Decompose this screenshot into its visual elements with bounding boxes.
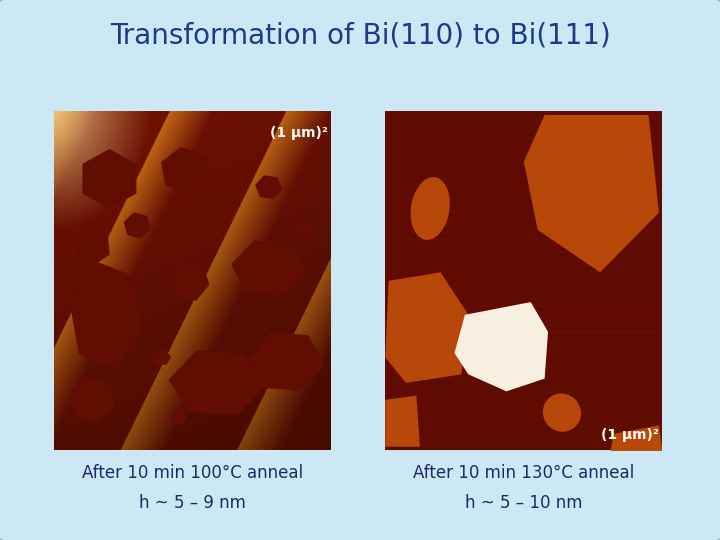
Polygon shape — [385, 272, 469, 383]
Polygon shape — [82, 149, 137, 208]
Polygon shape — [168, 350, 265, 415]
Polygon shape — [75, 228, 109, 266]
Polygon shape — [161, 147, 210, 194]
Polygon shape — [124, 212, 150, 239]
Text: (1 μm)²: (1 μm)² — [270, 126, 328, 140]
Polygon shape — [454, 302, 548, 392]
Polygon shape — [385, 396, 420, 447]
Polygon shape — [292, 220, 315, 239]
Text: After 10 min 130°C anneal: After 10 min 130°C anneal — [413, 463, 634, 482]
Text: h ~ 5 – 9 nm: h ~ 5 – 9 nm — [139, 494, 246, 512]
Polygon shape — [523, 115, 659, 272]
Polygon shape — [255, 176, 282, 199]
Polygon shape — [248, 332, 324, 391]
Text: Transformation of Bi(110) to Bi(111): Transformation of Bi(110) to Bi(111) — [109, 21, 611, 49]
Text: (1 μm)²: (1 μm)² — [601, 428, 659, 442]
Polygon shape — [69, 261, 143, 368]
Text: h ~ 5 – 10 nm: h ~ 5 – 10 nm — [465, 494, 582, 512]
Polygon shape — [611, 426, 662, 451]
Polygon shape — [208, 201, 233, 224]
Ellipse shape — [543, 394, 581, 432]
Text: After 10 min 100°C anneal: After 10 min 100°C anneal — [82, 463, 303, 482]
Polygon shape — [69, 376, 115, 423]
Polygon shape — [231, 240, 307, 295]
Polygon shape — [171, 409, 187, 424]
Polygon shape — [152, 350, 171, 364]
Ellipse shape — [410, 177, 450, 240]
Polygon shape — [168, 261, 210, 301]
